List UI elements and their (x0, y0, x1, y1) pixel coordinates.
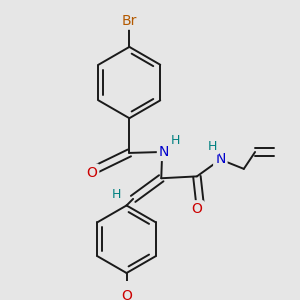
Text: N: N (159, 145, 169, 159)
Text: O: O (191, 202, 202, 216)
Text: H: H (171, 134, 180, 147)
Text: H: H (208, 140, 218, 153)
Text: O: O (121, 289, 132, 300)
Text: H: H (112, 188, 121, 201)
Text: O: O (86, 166, 97, 180)
Text: Br: Br (122, 14, 137, 28)
Text: N: N (215, 152, 226, 167)
